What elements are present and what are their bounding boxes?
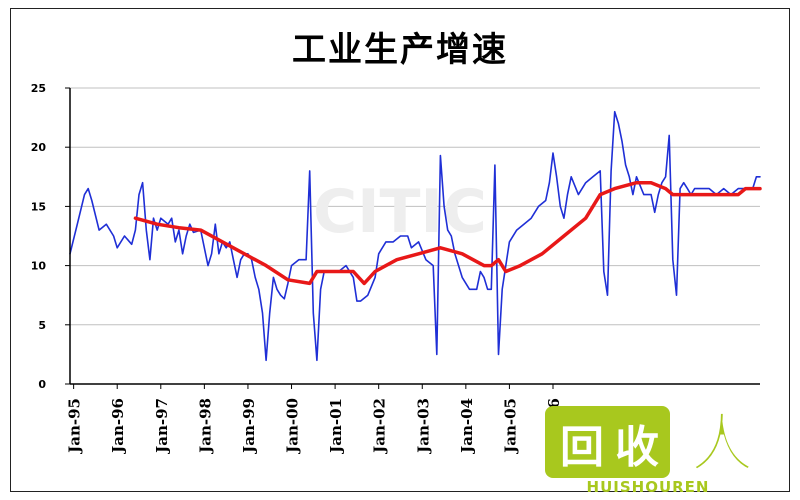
grid-lines bbox=[70, 87, 760, 326]
x-tick-label: Jan-98 bbox=[196, 398, 214, 455]
y-ticks: 0 5 10 15 20 25 bbox=[31, 82, 70, 391]
y-tick-label: 20 bbox=[31, 141, 47, 154]
x-tick-label: Jan-02 bbox=[371, 398, 389, 455]
logo-badge bbox=[545, 406, 670, 478]
y-tick-label: 15 bbox=[31, 200, 46, 213]
x-tick-label: Jan-96 bbox=[109, 398, 127, 455]
logo-char: 收 bbox=[615, 422, 659, 473]
y-tick-label: 25 bbox=[31, 82, 46, 95]
x-tick-label: Jan-95 bbox=[66, 398, 84, 455]
x-tick-label: Jan-00 bbox=[284, 398, 302, 455]
series-line-1 bbox=[69, 110, 761, 362]
chart-title: 工业生产增速 bbox=[292, 30, 508, 70]
logo-char: 回 bbox=[560, 422, 604, 473]
y-tick-label: 5 bbox=[38, 319, 46, 332]
y-tick-label: 10 bbox=[31, 260, 47, 273]
y-tick-label: 0 bbox=[38, 378, 46, 391]
series-layer bbox=[69, 110, 762, 362]
x-ticks: Jan-95 Jan-96 Jan-97 Jan-98 Jan-99 Jan-00 Jan-… bbox=[66, 384, 563, 455]
x-tick-label: Jan-03 bbox=[414, 398, 432, 455]
watermark-center: CITIC bbox=[313, 177, 487, 247]
axes bbox=[69, 88, 760, 385]
x-tick-label: Jan-04 bbox=[458, 398, 476, 455]
watermark-logo: 回收人HUISHOUREN bbox=[545, 406, 755, 496]
logo-subtext: HUISHOUREN bbox=[587, 478, 710, 496]
watermark-text: CITIC bbox=[313, 177, 487, 247]
x-tick-label: Jan-01 bbox=[327, 398, 345, 455]
logo-char: 人 bbox=[690, 408, 754, 482]
x-tick-label: Jan-05 bbox=[501, 398, 519, 455]
series-line-2 bbox=[133, 180, 762, 286]
x-tick-label: Jan-99 bbox=[240, 398, 258, 455]
x-tick-label: Jan-97 bbox=[153, 398, 171, 455]
